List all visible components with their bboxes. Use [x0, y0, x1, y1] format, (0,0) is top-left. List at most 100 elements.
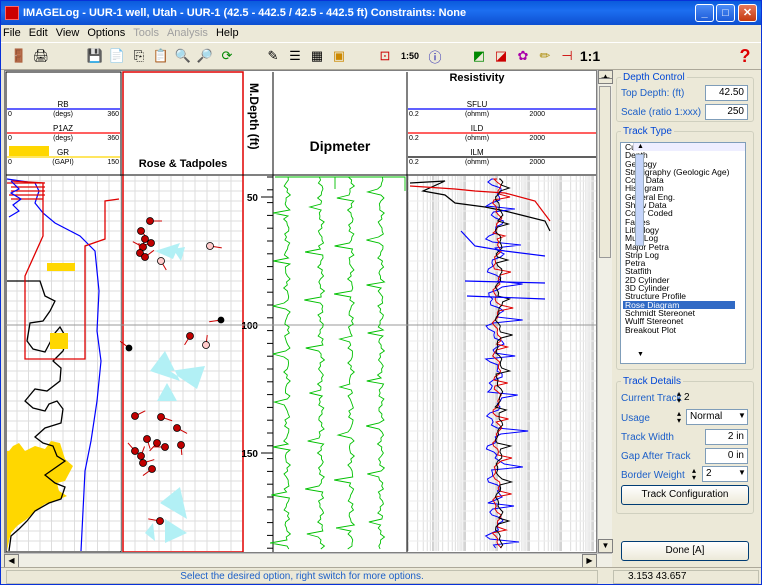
track-list-scrollbar[interactable]: ▲ ▼: [633, 143, 745, 358]
copy-icon[interactable]: ⎘: [133, 48, 145, 63]
gap-after-track-label: Gap After Track: [621, 451, 691, 462]
scroll-down-icon[interactable]: ▼: [598, 539, 613, 553]
map-icon[interactable]: ◪: [494, 48, 508, 63]
print-icon[interactable]: 🖨: [32, 48, 50, 63]
tadpole-head: [125, 344, 133, 352]
track-details-group: Track Details: [616, 376, 754, 514]
exit-icon[interactable]: 🚪: [10, 48, 28, 63]
track-type-item[interactable]: Show Data: [625, 200, 667, 211]
log-curves: [6, 178, 120, 552]
menu-analysis[interactable]: Analysis: [166, 27, 208, 39]
plot-horizontal-scrollbar[interactable]: ◀ ▶: [4, 553, 612, 568]
list-up-icon[interactable]: ▲: [637, 143, 644, 150]
title-bar[interactable]: IMAGELog - UUR-1 well, Utah - UUR-1 (42.…: [1, 1, 761, 25]
track-type-item[interactable]: Rose Diagram: [623, 300, 735, 309]
zoom-out-icon[interactable]: 🔎: [196, 48, 214, 63]
track-width-label: Track Width: [621, 432, 674, 443]
zoom-in-icon[interactable]: 🔍: [174, 48, 192, 63]
menu-options[interactable]: Options: [87, 27, 126, 39]
usage-spinner[interactable]: ▴ ▾: [677, 409, 682, 425]
log-grid: [7, 176, 121, 551]
info-icon[interactable]: ⓘ: [428, 49, 442, 65]
track-type-item[interactable]: 3D Cylinder: [625, 283, 670, 294]
menu-view[interactable]: View: [55, 27, 80, 39]
res-header-name: ILM: [470, 148, 484, 157]
scale-input[interactable]: 250: [705, 104, 748, 120]
scale-icon[interactable]: 1:50: [400, 51, 419, 61]
scroll-top-icon[interactable]: ⎺: [598, 77, 613, 85]
track-type-item[interactable]: Major Petra: [625, 241, 669, 252]
ratio-icon[interactable]: 1:1: [579, 48, 601, 64]
depth-track-icon[interactable]: ☰: [289, 48, 301, 63]
close-button[interactable]: ✕: [738, 4, 757, 22]
print-preview-icon[interactable]: 📄: [108, 48, 126, 63]
maximize-button[interactable]: □: [716, 4, 735, 22]
usage-dropdown-icon[interactable]: ▼: [738, 411, 746, 420]
scroll-right-icon[interactable]: ▶: [582, 554, 597, 568]
track-type-item[interactable]: Wulff Stereonet: [625, 316, 684, 327]
track-type-item[interactable]: Petra: [625, 258, 646, 269]
symbol-icon[interactable]: ✿: [517, 48, 529, 63]
list-down-icon[interactable]: ▼: [637, 351, 644, 358]
track-type-item[interactable]: Statfith: [625, 266, 652, 277]
help-icon[interactable]: ?: [739, 45, 751, 66]
track-type-item[interactable]: Strip Log: [625, 249, 660, 260]
menu-file[interactable]: File: [3, 27, 21, 39]
current-track-value: 2: [684, 392, 690, 403]
track-borders: [5, 71, 596, 552]
paste-icon[interactable]: 📋: [152, 48, 170, 63]
interval-icon[interactable]: ⊣: [561, 48, 573, 63]
top-depth-input[interactable]: 42.50: [705, 85, 748, 101]
current-track-label: Current Track: [621, 393, 682, 404]
track-type-item[interactable]: General Eng.: [625, 191, 676, 202]
scroll-thumb[interactable]: [599, 86, 611, 258]
track-type-item[interactable]: Schmidt Stereonet: [625, 307, 695, 318]
image-icon[interactable]: ▣: [332, 48, 346, 63]
rose-tadpoles: [119, 217, 225, 543]
plot-vertical-scrollbar[interactable]: ▲ ⎺ ▼: [597, 70, 613, 553]
track-type-item[interactable]: Stratigraphy (Geologic Age): [625, 166, 730, 177]
rb-spikes: [8, 180, 23, 218]
border-weight-dropdown-icon[interactable]: ▼: [738, 468, 746, 477]
scroll-left-icon[interactable]: ◀: [4, 554, 19, 568]
track-type-item[interactable]: Core Data: [625, 175, 664, 186]
cross-section-icon[interactable]: ◩: [472, 48, 486, 63]
menu-tools[interactable]: Tools: [133, 27, 159, 39]
grid-icon[interactable]: ▦: [310, 48, 324, 63]
tadpole-head: [217, 316, 225, 324]
menu-edit[interactable]: Edit: [28, 27, 48, 39]
track-type-item[interactable]: 2D Cylinder: [625, 274, 670, 285]
top-depth-label: Top Depth: (ft): [621, 88, 685, 99]
log-header-min: 0: [8, 111, 12, 118]
current-track-spinner[interactable]: ▴ ▾: [677, 389, 682, 405]
gap-after-track-input[interactable]: 0 in: [705, 448, 748, 464]
track-configuration-button[interactable]: Track Configuration: [621, 485, 749, 505]
log-plot-area[interactable]: RB (degs) 0 360 P1AZ (degs) 0 360 GR (GAPI) 0 150 S…: [4, 70, 597, 553]
tadpole-head: [202, 341, 210, 349]
pencil-icon[interactable]: ✏: [539, 48, 551, 63]
refresh-icon[interactable]: ⟳: [221, 48, 233, 63]
track-type-item[interactable]: Structure Profile: [625, 291, 686, 302]
sflu-curve: [484, 178, 529, 549]
res-header-max: 2000: [529, 111, 545, 118]
minimize-button[interactable]: _: [695, 4, 714, 22]
res-header-unit: (ohmm): [465, 159, 489, 166]
tadpole-head: [161, 443, 169, 451]
save-icon[interactable]: 💾: [86, 48, 104, 63]
menu-help[interactable]: Help: [215, 27, 239, 39]
curve-icon[interactable]: ✎: [267, 48, 279, 63]
usage-select[interactable]: Normal: [686, 409, 748, 425]
tadpole-head: [173, 424, 181, 432]
log-header-unit: (GAPI): [52, 159, 73, 166]
frame-icon[interactable]: ⊡: [379, 48, 391, 63]
track-width-input[interactable]: 2 in: [705, 429, 748, 445]
track-type-item[interactable]: Color Coded: [625, 208, 673, 219]
border-weight-spinner[interactable]: ▴ ▾: [692, 466, 697, 482]
track-type-item[interactable]: Histogram: [625, 183, 664, 194]
border-weight-label: Border Weight: [621, 470, 685, 481]
done-button[interactable]: Done [A]: [621, 541, 749, 561]
track-type-item[interactable]: Breakout Plot: [625, 324, 677, 335]
border-weight-select[interactable]: 2: [702, 466, 748, 482]
list-thumb[interactable]: [635, 154, 644, 246]
track-type-list[interactable]: CurveDepthGeologyStratigraphy (Geologic …: [620, 142, 746, 364]
